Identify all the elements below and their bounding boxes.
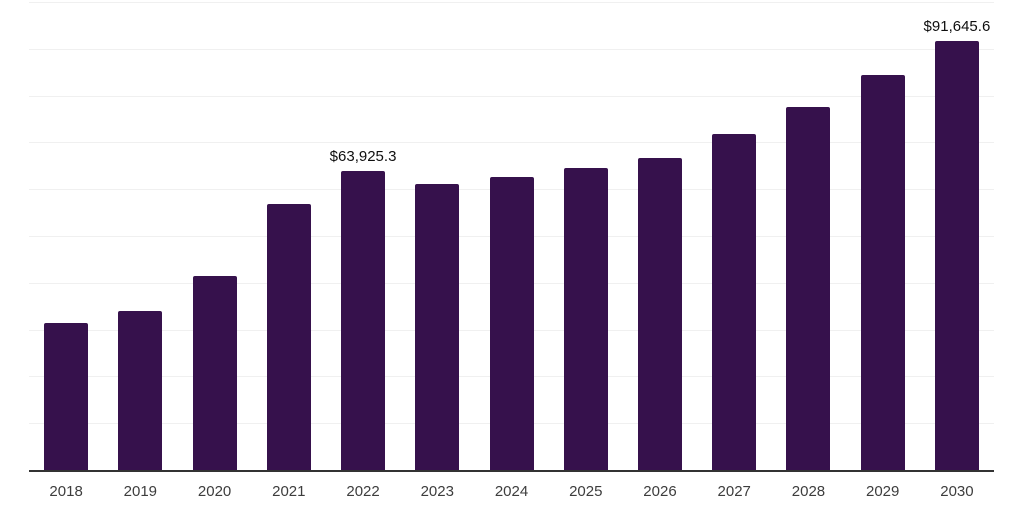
- x-tick-label-2024: 2024: [494, 483, 529, 500]
- bar-2028[interactable]: [786, 106, 831, 470]
- x-tick-label-2018: 2018: [49, 483, 83, 500]
- x-tick-label-2022: 2022: [346, 483, 380, 500]
- bar-slot: $91,645.6: [920, 2, 994, 470]
- bar-slot: [846, 2, 920, 470]
- x-axis: 2018 2019 2020 2021 2022 2023 2024 2025 2026 2027…: [29, 480, 994, 504]
- bar-2021[interactable]: [266, 203, 311, 470]
- x-tick-label-2026: 2026: [643, 483, 677, 500]
- x-tick-label-2028: 2028: [791, 483, 826, 500]
- bar-slot: [252, 2, 326, 470]
- x-tick-label-2021: 2021: [272, 483, 306, 500]
- bar-slot: $63,925.3: [326, 2, 400, 470]
- x-tick-label-2029: 2029: [866, 483, 900, 500]
- bar-value-label-2022: $63,925.3: [329, 147, 397, 165]
- x-tick-label-2019: 2019: [123, 483, 158, 500]
- bar-slot: [623, 2, 697, 470]
- bar-slot: [177, 2, 251, 470]
- bar-slot: [474, 2, 548, 470]
- gridline: [29, 48, 994, 50]
- bar-2018[interactable]: [44, 322, 89, 470]
- bar-slot: [549, 2, 623, 470]
- bar-slot: [103, 2, 177, 470]
- x-tick-label-2030: 2030: [940, 483, 974, 500]
- bar-2024[interactable]: [489, 177, 534, 470]
- bar-slot: [697, 2, 771, 470]
- bar-slot: [771, 2, 845, 470]
- x-tick-label-2025: 2025: [569, 483, 603, 500]
- bar-2026[interactable]: [637, 157, 682, 470]
- bar-2020[interactable]: [192, 276, 237, 470]
- bar-2019[interactable]: [118, 311, 163, 470]
- bar-slot: [29, 2, 103, 470]
- bar-slot: [400, 2, 474, 470]
- bar-2029[interactable]: [860, 75, 905, 470]
- plot-area: $63,925.3 $91,645.6: [29, 2, 994, 472]
- bars-row: $63,925.3 $91,645.6: [29, 2, 994, 470]
- x-tick-label-2023: 2023: [420, 483, 454, 500]
- x-tick-label-2020: 2020: [197, 483, 232, 500]
- bar-2023[interactable]: [415, 183, 460, 470]
- bar-2022[interactable]: $63,925.3: [330, 148, 396, 470]
- x-tick-label-2027: 2027: [717, 483, 751, 500]
- gridline: [29, 95, 994, 97]
- bar-2027[interactable]: [712, 134, 757, 470]
- bar-2025[interactable]: [563, 168, 608, 470]
- bar-2030[interactable]: $91,645.6: [924, 18, 990, 470]
- bar-value-label-2030: $91,645.6: [923, 18, 991, 36]
- gridline: [29, 142, 994, 144]
- gridline: [29, 2, 994, 3]
